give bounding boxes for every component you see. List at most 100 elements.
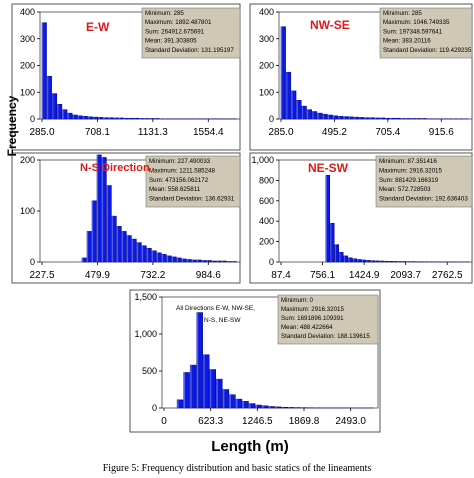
x-tick-label: 2493.0 xyxy=(335,416,366,427)
x-tick-label: 479.9 xyxy=(85,270,110,281)
y-tick-label: 0 xyxy=(269,114,274,124)
bar-highlight xyxy=(366,260,368,262)
bar-highlight xyxy=(192,259,194,262)
bar-highlight xyxy=(88,116,90,119)
bar-highlight xyxy=(108,117,110,119)
stats-line: Standard Deviation: 136.62931 xyxy=(149,196,235,203)
bar-highlight xyxy=(87,231,89,262)
bar-highlight xyxy=(343,255,345,262)
bar-highlight xyxy=(139,118,141,119)
x-tick-label: 756.1 xyxy=(310,270,335,281)
bar-highlight xyxy=(385,118,387,119)
y-tick-label: 800 xyxy=(259,175,274,185)
y-tick-label: 300 xyxy=(259,34,274,44)
bar-highlight xyxy=(380,117,382,119)
bar-highlight xyxy=(402,261,404,262)
y-tick-label: 100 xyxy=(20,206,35,216)
bar-highlight xyxy=(177,257,179,262)
y-tick-label: 400 xyxy=(259,7,274,17)
bar-highlight xyxy=(207,260,209,262)
bar-highlight xyxy=(222,389,225,408)
bar-highlight xyxy=(288,407,290,408)
bar-highlight xyxy=(92,200,94,262)
histogram-panel: 0 100 200 300 400 285.0 495.2 705.4 915.6 Minimum… xyxy=(249,3,473,151)
stats-line: Minimum: 87.351416 xyxy=(379,158,437,165)
x-axis-label: Length (m) xyxy=(211,438,289,455)
bar-highlight xyxy=(216,379,218,408)
bar-highlight xyxy=(67,113,69,119)
stats-line: Maximum: 1211.585248 xyxy=(149,167,215,174)
stats-box xyxy=(277,294,379,345)
x-tick-label: 1869.8 xyxy=(289,416,320,427)
bar-highlight xyxy=(83,116,85,119)
bar-highlight xyxy=(369,117,371,119)
stats-line: Maximum: 1892.487801 xyxy=(145,19,212,26)
bar-highlight xyxy=(307,109,309,119)
stats-line: Mean: 572.728503 xyxy=(379,186,431,193)
y-tick-label: 1,000 xyxy=(134,329,157,339)
bar-highlight xyxy=(322,114,324,119)
bar-highlight xyxy=(154,118,156,119)
bar-highlight xyxy=(42,22,44,120)
bar-highlight xyxy=(348,257,350,262)
y-tick-label: 400 xyxy=(259,216,274,226)
bar-highlight xyxy=(325,175,327,262)
bar-highlight xyxy=(327,114,330,119)
stats-line: Mean: 488.422664 xyxy=(281,324,333,331)
bar-highlight xyxy=(357,259,359,262)
bar-highlight xyxy=(317,113,319,119)
y-tick-label: 1,000 xyxy=(251,155,274,165)
bar-highlight xyxy=(227,261,229,262)
bar-highlight xyxy=(333,115,335,119)
bar-highlight xyxy=(343,116,345,119)
y-tick-label: 300 xyxy=(20,34,35,44)
bar-highlight xyxy=(406,118,408,119)
bar-highlight xyxy=(167,255,169,262)
stats-line: Minimum: 285 xyxy=(383,10,422,17)
y-tick-label: 400 xyxy=(20,7,35,17)
stats-box xyxy=(145,155,241,208)
bar-highlight xyxy=(162,254,164,262)
x-tick-label: 2762.5 xyxy=(432,270,463,281)
bar-highlight xyxy=(212,260,214,262)
histogram-panel: 0 200 400 600 800 1,000 87.4 756.1 1424.9 2093.7 2… xyxy=(249,152,473,284)
stats-line: Standard Deviation: 131.195197 xyxy=(145,47,234,54)
bar-highlight xyxy=(103,117,105,119)
bar-highlight xyxy=(113,117,115,119)
bar-highlight xyxy=(197,259,199,262)
bar-highlight xyxy=(149,118,151,119)
x-tick-label: 915.6 xyxy=(429,127,454,138)
bar-highlight xyxy=(364,117,366,119)
bar-highlight xyxy=(374,117,377,119)
stats-line: Mean: 558.625811 xyxy=(149,186,201,193)
bar-highlight xyxy=(209,369,212,408)
bar-highlight xyxy=(281,26,283,119)
y-axis-label: Frequency xyxy=(5,95,19,157)
y-tick-label: 0 xyxy=(152,403,157,413)
bar-highlight xyxy=(354,117,356,119)
x-tick-label: 1246.5 xyxy=(242,416,273,427)
bar-highlight xyxy=(388,261,390,262)
bar-highlight xyxy=(196,312,199,408)
bar-highlight xyxy=(384,261,386,262)
stats-box xyxy=(141,7,241,59)
stats-box xyxy=(379,7,473,59)
bar-highlight xyxy=(359,117,361,119)
bar-highlight xyxy=(375,260,377,262)
stats-line: Mean: 383.20116 xyxy=(383,38,431,45)
bar-highlight xyxy=(301,106,304,119)
panel-title: E-W xyxy=(86,20,110,34)
x-tick-label: 1424.9 xyxy=(349,270,380,281)
y-tick-label: 600 xyxy=(259,196,274,206)
bar-highlight xyxy=(370,260,372,262)
bar-highlight xyxy=(275,406,277,408)
bar-highlight xyxy=(262,405,264,408)
bar-highlight xyxy=(281,407,284,408)
y-tick-label: 500 xyxy=(142,366,157,376)
bar-highlight xyxy=(229,394,231,408)
bar-highlight xyxy=(62,109,64,119)
stats-line: Maximum: 2916.32015 xyxy=(379,167,443,174)
stats-box xyxy=(375,155,473,208)
bar-highlight xyxy=(338,116,340,119)
